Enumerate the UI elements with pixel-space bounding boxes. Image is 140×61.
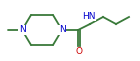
Text: N: N bbox=[59, 25, 65, 35]
Text: O: O bbox=[75, 47, 82, 56]
Text: N: N bbox=[19, 25, 25, 35]
Text: HN: HN bbox=[82, 12, 96, 21]
